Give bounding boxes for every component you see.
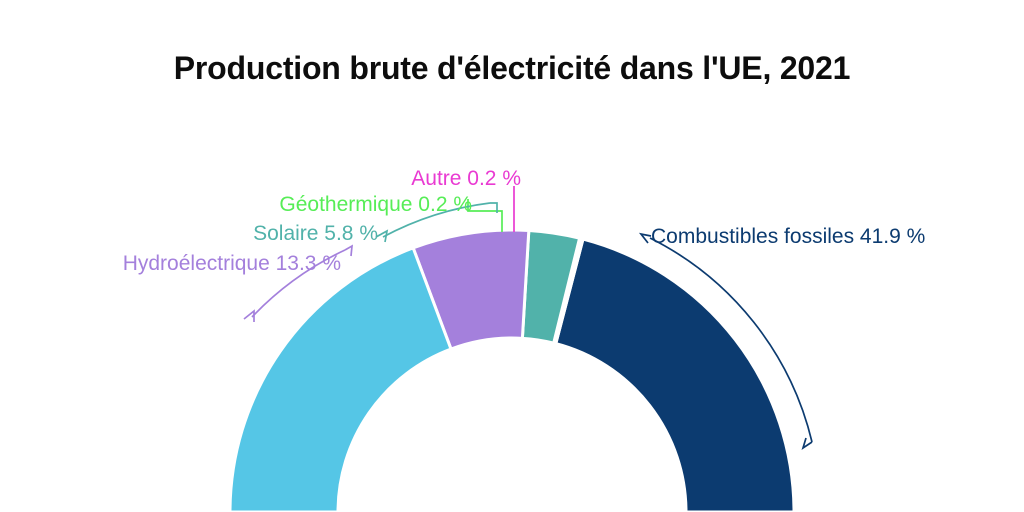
label-autre: Autre 0.2 %	[411, 167, 521, 190]
leader-hydro-arc	[251, 249, 346, 318]
leader-combustibles-tick-end	[801, 437, 813, 451]
donut-slices	[228, 228, 796, 512]
label-solaire: Solaire 5.8 %	[253, 222, 378, 245]
label-combustibles-fossiles: Combustibles fossiles 41.9 %	[651, 225, 925, 248]
chart-title: Production brute d'électricité dans l'UE…	[173, 50, 851, 86]
leader-combustibles-tick-start	[638, 232, 652, 244]
label-hydroelectrique: Hydroélectrique 13.3 %	[123, 252, 341, 275]
slice-eolien[interactable]	[228, 245, 453, 512]
leader-lines	[243, 186, 813, 451]
slice-labels: Combustibles fossiles 41.9 % Autre 0.2 %…	[123, 167, 926, 275]
leader-solaire-arc	[382, 202, 491, 238]
leader-hydro-tick-start	[243, 309, 255, 322]
slice-combustibles-fossiles[interactable]	[553, 237, 796, 512]
leader-combustibles-arc	[649, 237, 813, 443]
label-geothermique: Géothermique 0.2 %	[279, 193, 472, 216]
leader-solaire-tick-end	[490, 202, 498, 213]
leader-solaire-tick-start	[375, 229, 389, 243]
leader-hydro-tick-end	[344, 244, 354, 257]
leader-geothermique	[467, 199, 503, 232]
